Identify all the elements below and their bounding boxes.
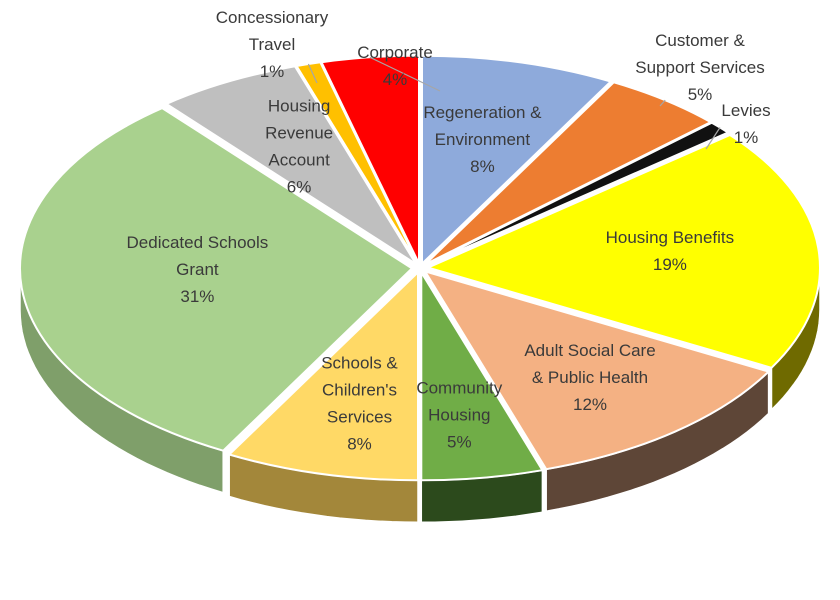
slice-6 [227, 269, 419, 482]
slice-label-5: Community Housing 5% [416, 379, 502, 452]
pie-tops [18, 54, 821, 482]
slice-3 [425, 133, 821, 369]
slice-label-3: Housing Benefits 19% [606, 228, 735, 274]
slice-label-8: Housing Revenue Account 6% [265, 97, 333, 197]
slice-label-4: Adult Social Care & Public Health 12% [524, 341, 655, 414]
slice-5 [420, 268, 545, 482]
slice-8 [164, 65, 417, 265]
slice-label-0: Regeneration & Environment 8% [423, 103, 542, 176]
slice-label-10: Corporate 4% [357, 43, 433, 89]
leader-line-9 [307, 63, 318, 84]
slice-labels: Regeneration & Environment 8% Customer & Sup… [127, 8, 771, 454]
pie-sides [19, 267, 821, 524]
slice-label-2: Levies 1% [721, 101, 770, 147]
leader-lines [307, 56, 721, 150]
slice-label-6: Schools & Children's Services 8% [321, 354, 398, 454]
slice-label-9: Concessionary Travel 1% [216, 8, 329, 81]
slice-label-7: Dedicated Schools Grant 31% [127, 233, 269, 306]
slice-7 [18, 106, 414, 452]
leader-line-10 [369, 56, 441, 92]
slice-1 [424, 81, 713, 266]
leader-line-1 [659, 99, 666, 107]
slice-label-1: Customer & Support Services 5% [635, 31, 764, 104]
slice-10 [319, 54, 420, 265]
slice-4 [422, 269, 771, 471]
slice-0 [421, 54, 613, 267]
leader-line-2 [705, 127, 721, 150]
